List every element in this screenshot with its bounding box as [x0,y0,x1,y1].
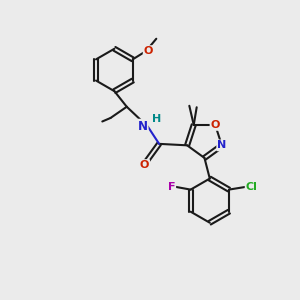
Text: N: N [217,140,226,150]
Text: H: H [152,113,161,124]
Text: Cl: Cl [246,182,257,192]
Text: O: O [144,46,153,56]
Text: N: N [138,120,148,133]
Text: F: F [168,182,175,192]
Text: O: O [211,120,220,130]
Text: O: O [140,160,149,170]
